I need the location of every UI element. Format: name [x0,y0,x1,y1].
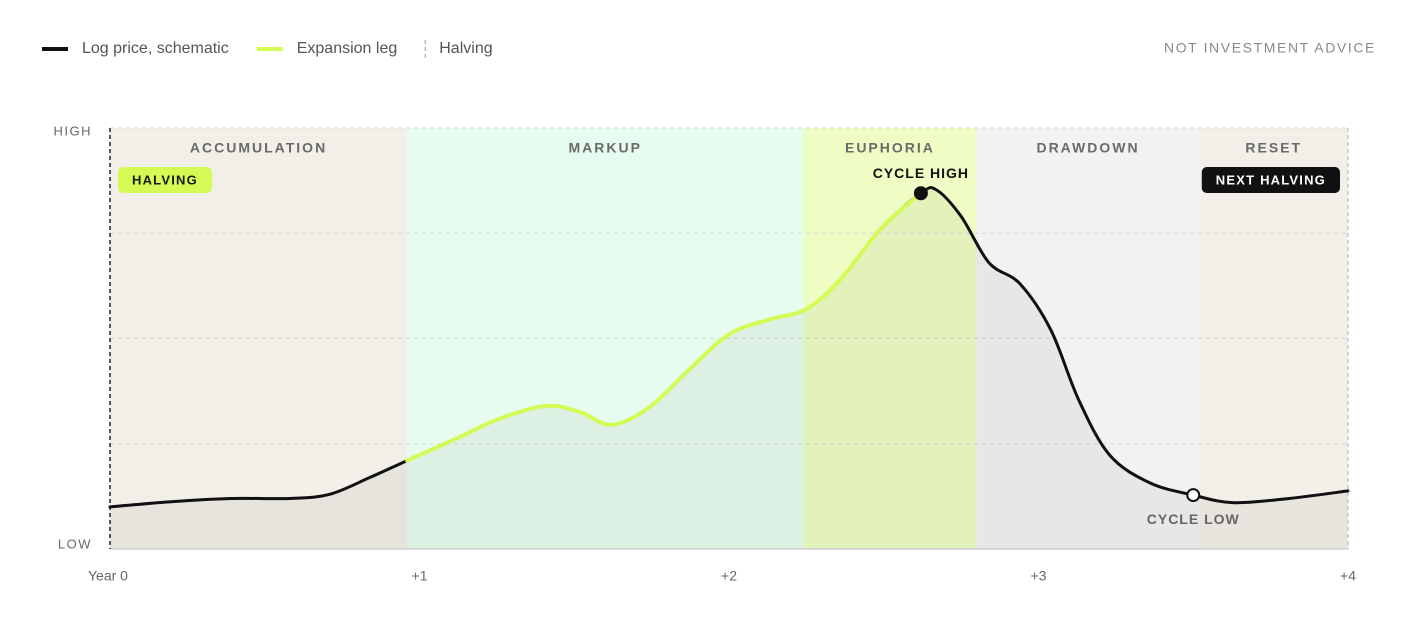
x-tick-label: +2 [721,568,737,584]
price-area [110,187,1348,550]
halving-badge: HALVING [118,167,212,193]
legend-label: Halving [439,40,492,57]
series-line [405,191,923,463]
y-tick-label: LOW [58,536,92,551]
phase-label: EUPHORIA [845,140,935,156]
x-tick-label: Year 0 [88,568,128,584]
annotation-point [1186,488,1201,503]
legend-label: Expansion leg [297,40,398,57]
annotation-point [913,186,928,201]
annotation-label: CYCLE LOW [1147,511,1240,527]
annotation-label: CYCLE HIGH [873,165,969,181]
legend-label: Log price, schematic [82,40,229,57]
phase-label: RESET [1245,140,1302,156]
disclaimer: NOT INVESTMENT ADVICE [1164,40,1376,56]
halving-badge-bg [1201,167,1340,193]
x-tick-label: +4 [1340,568,1356,584]
phase-label: DRAWDOWN [1036,140,1139,156]
phase-label: MARKUP [568,140,641,156]
halving-label: NEXT HALVING [1216,172,1326,187]
halving-badge-bg [118,167,212,193]
halving-badge: NEXT HALVING [1201,167,1340,193]
phase-label: ACCUMULATION [190,140,327,156]
halving-label: HALVING [132,172,198,187]
x-tick-label: +1 [412,568,428,584]
y-tick-label: HIGH [54,123,93,138]
x-tick-label: +3 [1031,568,1047,584]
